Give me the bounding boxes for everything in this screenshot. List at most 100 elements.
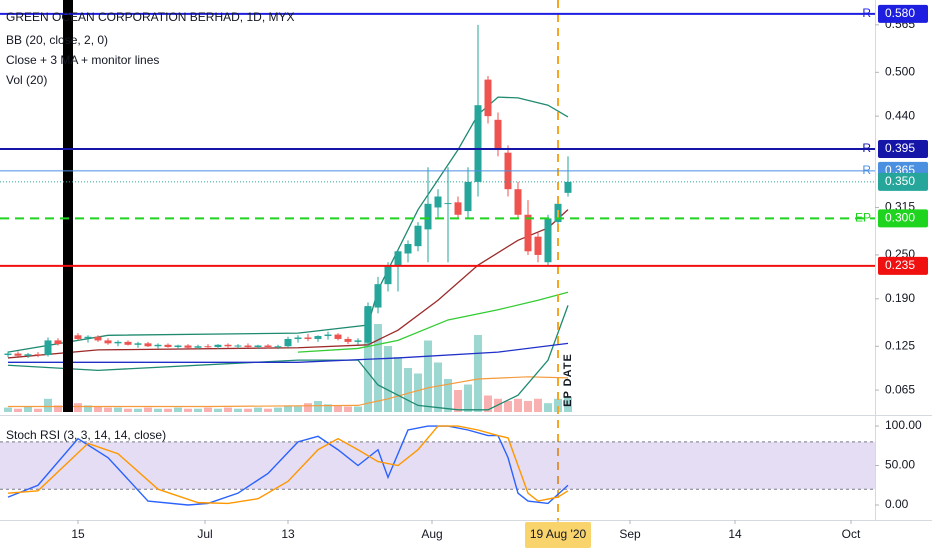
x-tick-label: 13	[281, 527, 295, 541]
candle-body	[44, 340, 52, 356]
volume-bar	[484, 395, 492, 412]
chart-title: GREEN OCEAN CORPORATION BERHAD, 1D, MYX	[6, 10, 295, 24]
candle-body	[564, 181, 572, 193]
indicator-legend: Stoch RSI (3, 3, 14, 14, close)	[6, 428, 166, 442]
x-tick-label: Jul	[197, 527, 212, 541]
volume-bar	[554, 398, 562, 412]
indicator-legend: BB (20, close, 2, 0)	[6, 33, 108, 47]
price-tag-label: 0.395	[885, 141, 915, 155]
candle-body	[534, 236, 542, 255]
price-tag	[878, 172, 928, 191]
volume-bar	[414, 373, 422, 412]
candle-body	[94, 336, 102, 341]
candle-body	[344, 338, 352, 342]
volume-bar	[504, 401, 512, 412]
x-tick-label: Sep	[619, 527, 641, 541]
stoch-line	[7, 425, 569, 506]
volume-bar	[524, 401, 532, 412]
indicator-line	[7, 96, 569, 353]
candle-body	[404, 243, 412, 254]
candle-body	[24, 354, 32, 356]
volume-bar	[124, 408, 132, 412]
volume-bar	[564, 396, 572, 412]
volume-bar	[104, 407, 112, 412]
candle-body	[254, 345, 262, 347]
y-tick-label: 0.00	[885, 497, 909, 511]
candle-body	[174, 345, 182, 347]
volume-bar	[44, 398, 52, 412]
candle-body	[454, 202, 462, 215]
volume-bar	[534, 398, 542, 412]
price-tag-label: 0.350	[885, 174, 915, 188]
candle-body	[494, 119, 502, 150]
volume-bar	[184, 408, 192, 412]
volume-bar	[294, 406, 302, 412]
volume-bar	[444, 379, 452, 412]
y-tick-label: 0.500	[885, 64, 915, 78]
candle-body	[114, 341, 122, 344]
indicator-line	[7, 305, 569, 411]
candle-body	[224, 344, 232, 347]
volume-bar	[4, 407, 12, 412]
volume-bar	[134, 408, 142, 412]
volume-bar	[244, 408, 252, 412]
candle-body	[84, 336, 92, 339]
volume-bar	[354, 406, 362, 412]
candle-body	[264, 345, 272, 347]
y-tick-label: 50.00	[885, 458, 915, 472]
volume-bar	[194, 408, 202, 412]
candle-body	[434, 196, 442, 208]
volume-bar	[284, 405, 292, 412]
price-tag	[878, 256, 928, 275]
volume-bar	[14, 408, 22, 412]
candle-body	[214, 344, 222, 347]
volume-bar	[474, 335, 482, 412]
volume-bar	[234, 408, 242, 412]
volume-bar	[344, 406, 352, 412]
candle-body	[184, 345, 192, 348]
candle-body	[444, 203, 452, 205]
volume-bar	[254, 407, 262, 412]
candle-body	[144, 343, 152, 347]
candle-body	[514, 189, 522, 215]
volume-bar	[304, 403, 312, 412]
volume-bar	[204, 407, 212, 412]
candle-body	[354, 340, 362, 342]
x-tick-label: 15	[71, 527, 85, 541]
volume-bar	[334, 405, 342, 412]
volume-bar	[224, 407, 232, 412]
indicator-legend: Vol (20)	[6, 73, 47, 87]
volume-bar	[114, 407, 122, 412]
volume-bar	[314, 401, 322, 412]
candle-body	[274, 346, 282, 348]
candle-body	[154, 344, 162, 347]
volume-bar	[394, 357, 402, 412]
candle-body	[394, 251, 402, 266]
price-tag-label: 0.235	[885, 258, 915, 272]
y-tick-label: 0.065	[885, 382, 915, 396]
volume-bar	[464, 384, 472, 412]
volume-bar	[424, 340, 432, 412]
x-tick-label: 19 Aug '20	[530, 527, 587, 541]
y-tick-label: 0.190	[885, 291, 915, 305]
candle-body	[414, 225, 422, 247]
price-tag	[878, 209, 928, 228]
x-tick-label: 14	[728, 527, 742, 541]
ep-date-label: EP DATE	[562, 353, 574, 407]
volume-bar	[94, 406, 102, 412]
candle-body	[424, 203, 432, 230]
band-fill	[0, 441, 875, 490]
candle-body	[544, 218, 552, 263]
candle-body	[194, 346, 202, 348]
x-tick-label: Aug	[421, 527, 442, 541]
candle-body	[204, 346, 212, 348]
candle-body	[74, 335, 82, 339]
volume-bar	[154, 408, 162, 412]
level-tag: R	[862, 141, 871, 155]
volume-bar	[324, 404, 332, 412]
candle-body	[294, 337, 302, 339]
candle-body	[124, 341, 132, 345]
volume-bar	[454, 390, 462, 412]
volume-bar	[174, 407, 182, 412]
